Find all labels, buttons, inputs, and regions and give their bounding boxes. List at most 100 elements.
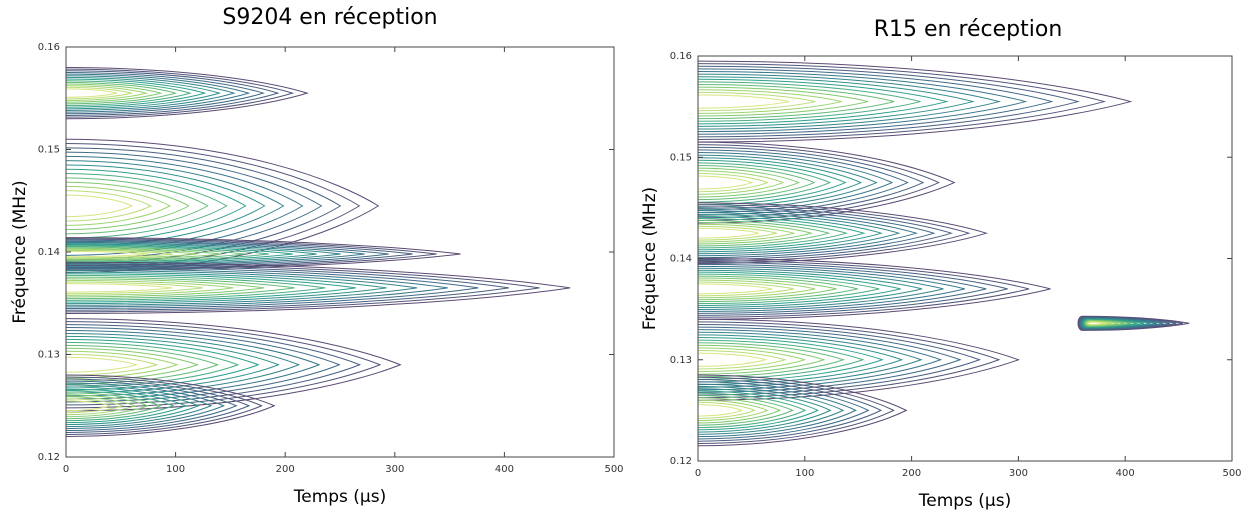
contour-line bbox=[698, 170, 785, 195]
x-axis-label: Temps (µs) bbox=[918, 491, 1012, 511]
contour-line bbox=[698, 208, 936, 259]
contour-line bbox=[66, 249, 174, 259]
contour-line bbox=[1085, 320, 1119, 326]
contour-line bbox=[66, 318, 402, 412]
contour-line bbox=[698, 259, 1030, 318]
y-axis-label: Fréquence (MHz) bbox=[640, 187, 660, 330]
contour-line bbox=[698, 217, 849, 249]
contour-line bbox=[698, 374, 908, 447]
contour-line bbox=[66, 76, 222, 110]
contour-line bbox=[66, 394, 150, 418]
contour-line bbox=[698, 352, 768, 367]
contour-line bbox=[66, 86, 134, 100]
contour-line bbox=[66, 388, 188, 424]
contour-line bbox=[698, 258, 1051, 320]
contour-line bbox=[66, 70, 280, 116]
contour-line bbox=[698, 385, 845, 435]
contour-line bbox=[698, 261, 1008, 316]
contour-line bbox=[66, 243, 317, 265]
contour-line bbox=[1082, 318, 1151, 329]
contour-line bbox=[698, 381, 870, 440]
contour-line bbox=[698, 221, 814, 245]
contour-line bbox=[698, 399, 769, 422]
contour-line bbox=[698, 91, 816, 112]
contour-line bbox=[66, 194, 133, 218]
contour-line bbox=[66, 321, 382, 409]
contour-line bbox=[66, 341, 240, 388]
contour-line bbox=[66, 240, 389, 268]
contour-line bbox=[66, 396, 137, 416]
contour-line bbox=[698, 157, 863, 208]
contour-line bbox=[66, 266, 479, 310]
contour-line bbox=[66, 270, 418, 306]
y-axis-label: Fréquence (MHz) bbox=[10, 180, 30, 323]
contour-line bbox=[66, 237, 461, 271]
contour-line bbox=[66, 384, 213, 428]
contour-line bbox=[66, 281, 203, 295]
contour-line bbox=[698, 165, 816, 201]
contour-line bbox=[698, 283, 773, 295]
contour-line bbox=[698, 347, 807, 373]
contour-line bbox=[698, 376, 895, 444]
contour-line bbox=[698, 388, 832, 433]
contour-line bbox=[698, 73, 1002, 130]
contour-line bbox=[66, 245, 269, 263]
contour-line bbox=[698, 281, 794, 297]
contour-line bbox=[66, 177, 209, 235]
contour-line bbox=[1082, 318, 1144, 328]
y-tick-label: 0.16 bbox=[38, 42, 60, 53]
contour-line bbox=[66, 382, 225, 430]
contour-line bbox=[698, 395, 794, 426]
contour-line bbox=[698, 71, 1028, 133]
contour-line bbox=[66, 276, 295, 300]
contour-line bbox=[698, 175, 754, 190]
contour-line bbox=[66, 248, 198, 260]
contour-line bbox=[698, 65, 1080, 138]
x-tick-label: 400 bbox=[1116, 468, 1135, 479]
x-tick-label: 300 bbox=[385, 464, 404, 475]
contour-line bbox=[66, 88, 117, 98]
contour-line bbox=[66, 80, 192, 107]
contour-line bbox=[66, 376, 263, 435]
contour-line bbox=[66, 380, 238, 432]
x-tick-label: 300 bbox=[1009, 468, 1028, 479]
contour-line bbox=[66, 78, 207, 108]
contour-line bbox=[66, 392, 162, 420]
contour-line bbox=[66, 335, 280, 394]
x-tick-label: 0 bbox=[695, 468, 701, 479]
x-axis-label: Temps (µs) bbox=[293, 487, 387, 507]
contour-line bbox=[66, 271, 387, 305]
contour-line bbox=[698, 60, 1133, 143]
contour-line bbox=[698, 329, 943, 391]
contour-line bbox=[66, 386, 200, 426]
y-tick-label: 0.12 bbox=[670, 456, 692, 467]
contour-line bbox=[698, 204, 971, 263]
y-tick-label: 0.13 bbox=[38, 350, 60, 361]
contour-line bbox=[66, 244, 293, 264]
contour-line bbox=[66, 268, 448, 308]
x-tick-label: 100 bbox=[166, 464, 185, 475]
contour-line bbox=[698, 337, 884, 383]
contour-line bbox=[698, 401, 756, 419]
contour-line bbox=[66, 356, 139, 373]
contour-line bbox=[66, 274, 326, 301]
contour-line bbox=[698, 277, 837, 301]
contour-line bbox=[66, 181, 190, 231]
contour-line bbox=[66, 263, 540, 313]
contour-line bbox=[66, 374, 276, 437]
contour-line bbox=[698, 214, 884, 253]
x-tick-label: 500 bbox=[1222, 468, 1241, 479]
y-tick-label: 0.14 bbox=[670, 254, 692, 265]
contour-line bbox=[698, 350, 787, 370]
contour-line bbox=[698, 273, 880, 305]
contour-line bbox=[698, 269, 923, 309]
contour-line bbox=[66, 71, 265, 115]
contour-line bbox=[1084, 319, 1132, 327]
contour-line bbox=[698, 76, 975, 127]
contour-line bbox=[698, 141, 956, 224]
x-tick-label: 200 bbox=[276, 464, 295, 475]
contour-line bbox=[66, 190, 152, 222]
contour-line bbox=[698, 154, 878, 211]
contour-line bbox=[66, 73, 251, 113]
